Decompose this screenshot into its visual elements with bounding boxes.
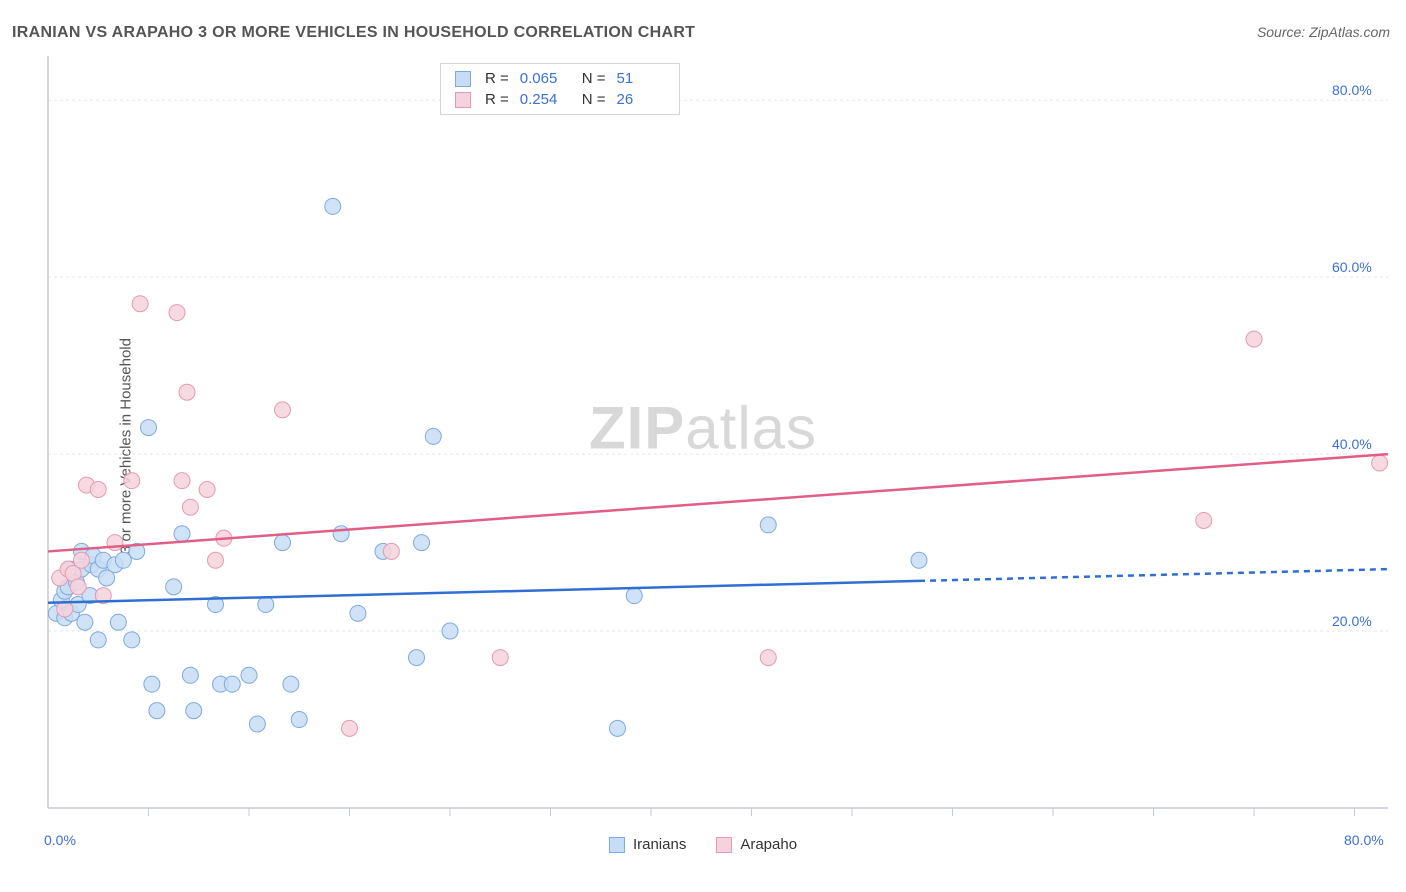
axis-tick-label: 0.0%	[44, 832, 76, 848]
scatter-plot	[0, 0, 1406, 892]
swatch-arapaho	[455, 92, 471, 108]
legend-label: Iranians	[633, 836, 686, 853]
legend-item-arapaho: Arapaho	[716, 836, 797, 853]
correlation-stats-box: R =0.065 N =51 R =0.254 N =26	[440, 63, 680, 115]
swatch-arapaho	[716, 837, 732, 853]
axis-tick-label: 20.0%	[1332, 613, 1372, 629]
axis-tick-label: 80.0%	[1332, 82, 1372, 98]
legend-item-iranians: Iranians	[609, 836, 686, 853]
legend-label: Arapaho	[740, 836, 797, 853]
axis-tick-label: 60.0%	[1332, 259, 1372, 275]
series-legend: Iranians Arapaho	[609, 836, 797, 853]
stats-row-arapaho: R =0.254 N =26	[441, 89, 679, 110]
swatch-iranians	[455, 71, 471, 87]
axis-tick-label: 80.0%	[1344, 832, 1384, 848]
swatch-iranians	[609, 837, 625, 853]
axis-tick-label: 40.0%	[1332, 436, 1372, 452]
chart-container: IRANIAN VS ARAPAHO 3 OR MORE VEHICLES IN…	[0, 0, 1406, 892]
stats-row-iranians: R =0.065 N =51	[441, 68, 679, 89]
